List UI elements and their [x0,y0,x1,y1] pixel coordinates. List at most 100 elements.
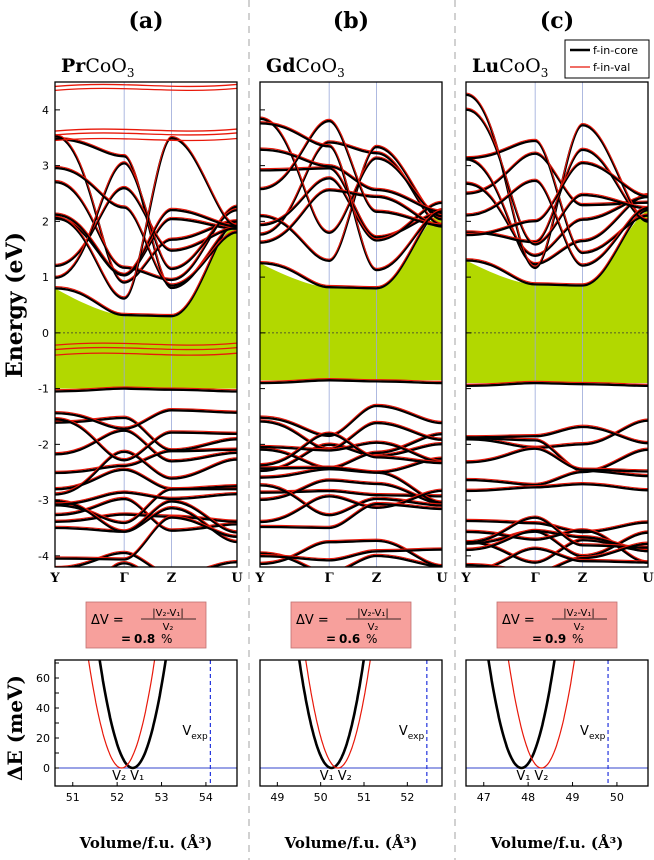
band-frame [259,81,443,568]
band-core [466,516,648,549]
x-tick-label: 51 [66,791,80,804]
band-core [260,484,442,517]
band-area [260,82,442,567]
band-val [55,428,237,461]
material-label: PrCoO3 [61,55,135,80]
y-tick-label: -2 [38,438,49,451]
band-core [55,551,237,567]
parabola-area [55,660,237,786]
band-core [466,161,648,237]
band-val [110,561,140,567]
band-val [55,417,237,460]
band-val [55,449,237,494]
x-tick-label: 52 [400,791,414,804]
band-core [466,437,648,478]
parabola-core [98,660,168,770]
band-val [55,498,237,532]
band-core [486,547,648,567]
parabola-val [87,660,156,769]
kpoint-label: Γ [531,571,541,586]
band-val [260,488,442,521]
x-tick-label: 53 [155,791,169,804]
formula-equals: = [326,632,336,646]
band-val [482,546,648,567]
vexp-main: V [580,724,589,739]
legend-core-label: f-in-core [593,44,638,57]
kpoint-label: Z [372,571,382,586]
material-suffix: CoO [85,55,127,77]
vexp-sub: exp [408,732,425,742]
volume-axis-label: Volume/f.u. (Å³) [79,834,213,852]
material-subscript: 3 [541,66,549,80]
kpoint-label: U [436,571,448,586]
y-tick-label: -4 [38,550,49,563]
v-label-right: V₁ [130,769,144,784]
band-core [466,209,648,287]
band-core [260,177,442,242]
material-subscript: 3 [127,66,135,80]
band-core [55,516,237,561]
f-band [55,137,237,142]
band-core [55,450,237,496]
f-band [55,132,237,136]
panel-label: (a) [128,8,163,34]
band-val [55,447,237,472]
x-tick-label: 52 [110,791,124,804]
parabola-core [487,660,556,770]
band-val [55,515,237,559]
band-core [55,418,237,462]
band-gap-fill [260,210,442,381]
band-core [260,548,442,562]
y-tick-label: 0 [42,327,49,340]
band-core [55,387,237,393]
band-area [466,82,648,567]
parabola-frame [54,659,238,787]
material-label: LuCoO3 [472,55,548,80]
kpoint-label: U [231,571,243,586]
band-val [466,178,648,265]
v-main: V₂ [112,769,126,784]
band-val [466,518,648,532]
material-suffix: CoO [296,55,338,77]
band-val [466,424,648,443]
band-core [55,491,237,506]
band-core [466,381,648,388]
x-tick-label: 50 [314,791,328,804]
band-core [466,419,648,450]
band-core [466,519,648,534]
band-val [466,207,648,285]
band-core [260,489,442,524]
kpoint-label: Y [460,571,471,586]
formula-numerator: |V₂-V₁| [563,608,594,619]
band-core [466,182,648,257]
band-core [466,158,648,266]
band-val [260,538,442,566]
formula-unit: % [572,632,583,646]
f-band [55,346,237,351]
material-prefix: Gd [266,55,296,77]
band-core [466,448,648,487]
f-band [55,87,237,92]
band-val [466,157,648,264]
formula-equals: = [532,632,542,646]
band-core [55,409,237,430]
band-core [55,448,237,475]
band-val [55,483,237,522]
band-val [55,207,237,274]
band-val [55,505,237,541]
material-suffix: CoO [499,55,541,77]
band-core [55,217,237,277]
formula-lhs: ΔV = [502,613,535,628]
panel-2: (b) GdCoO3 Y Γ Z U ΔV = |V₂-V₁| V₂ = 0.6 % V₁ V₂ Vexp 4… [254,8,448,852]
parabola-core [297,660,366,770]
vexp-label: Vexp [580,724,606,742]
band-core [466,483,648,493]
vexp-label: Vexp [399,724,425,742]
formula-denominator: V₂ [368,622,379,633]
delta-e-axis-label: ΔE (meV) [3,675,27,781]
panel-label: (b) [333,8,369,34]
vexp-label: Vexp [182,724,208,742]
band-frame [465,81,649,568]
band-val [466,446,648,471]
